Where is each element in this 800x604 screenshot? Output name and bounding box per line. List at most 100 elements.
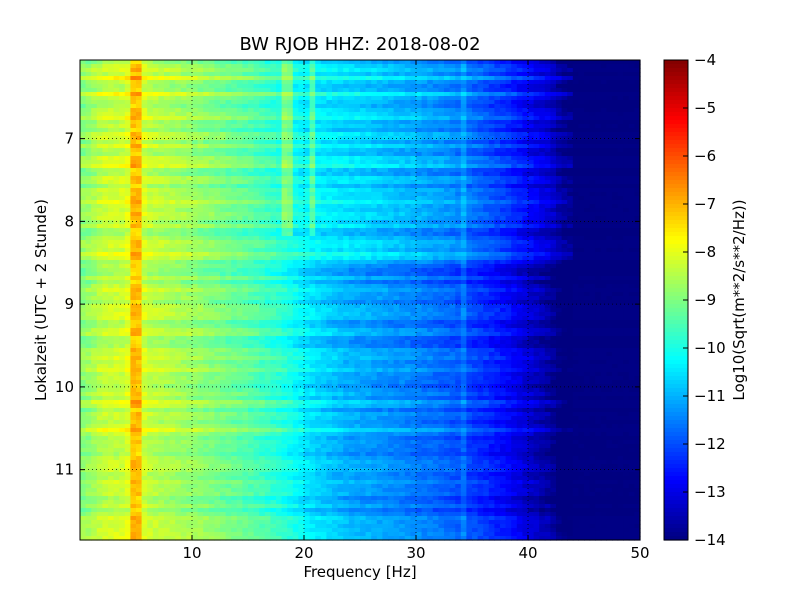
heatmap-cell — [326, 200, 333, 205]
heatmap-cell — [147, 116, 154, 121]
heatmap-cell — [533, 200, 540, 205]
heatmap-cell — [360, 224, 367, 229]
heatmap-cell — [617, 172, 624, 177]
heatmap-cell — [393, 152, 400, 157]
heatmap-cell — [186, 240, 193, 245]
heatmap-cell — [214, 180, 221, 185]
heatmap-cell — [449, 84, 456, 89]
heatmap-cell — [287, 240, 294, 245]
heatmap-cell — [337, 240, 344, 245]
heatmap-cell — [292, 188, 299, 193]
heatmap-cell — [85, 164, 92, 169]
heatmap-cell — [399, 188, 406, 193]
heatmap-cell — [584, 96, 591, 101]
heatmap-cell — [152, 108, 159, 113]
heatmap-cell — [253, 236, 260, 241]
heatmap-cell — [276, 88, 283, 93]
heatmap-cell — [152, 88, 159, 93]
heatmap-cell — [253, 176, 260, 181]
heatmap-cell — [460, 164, 467, 169]
heatmap-cell — [158, 256, 165, 261]
heatmap-cell — [337, 180, 344, 185]
heatmap-cell — [276, 208, 283, 213]
heatmap-cell — [292, 224, 299, 229]
heatmap-cell — [460, 144, 467, 149]
heatmap-cell — [326, 232, 333, 237]
heatmap-cell — [460, 156, 467, 161]
heatmap-cell — [220, 220, 227, 225]
heatmap-cell — [164, 216, 171, 221]
heatmap-cell — [197, 120, 204, 125]
heatmap-cell — [197, 88, 204, 93]
heatmap-cell — [108, 176, 115, 181]
heatmap-cell — [505, 80, 512, 85]
heatmap-cell — [371, 160, 378, 165]
heatmap-cell — [96, 228, 103, 233]
heatmap-cell — [169, 204, 176, 209]
heatmap-cell — [449, 120, 456, 125]
heatmap-cell — [208, 144, 215, 149]
heatmap-cell — [208, 172, 215, 177]
heatmap-cell — [589, 240, 596, 245]
heatmap-cell — [404, 196, 411, 201]
heatmap-cell — [544, 172, 551, 177]
heatmap-cell — [102, 232, 109, 237]
heatmap-cell — [399, 156, 406, 161]
heatmap-cell — [253, 116, 260, 121]
heatmap-cell — [477, 248, 484, 253]
heatmap-cell — [360, 104, 367, 109]
heatmap-cell — [292, 196, 299, 201]
heatmap-cell — [561, 152, 568, 157]
heatmap-cell — [556, 148, 563, 153]
heatmap-cell — [248, 200, 255, 205]
heatmap-cell — [500, 84, 507, 89]
heatmap-cell — [528, 252, 535, 257]
heatmap-cell — [175, 160, 182, 165]
heatmap-cell — [427, 208, 434, 213]
heatmap-cell — [365, 88, 372, 93]
heatmap-cell — [298, 248, 305, 253]
heatmap-cell — [460, 108, 467, 113]
heatmap-cell — [539, 148, 546, 153]
heatmap-cell — [147, 236, 154, 241]
heatmap-cell — [264, 116, 271, 121]
heatmap-cell — [376, 228, 383, 233]
heatmap-cell — [259, 124, 266, 129]
heatmap-cell — [505, 220, 512, 225]
heatmap-cell — [612, 72, 619, 77]
heatmap-cell — [136, 188, 143, 193]
heatmap-cell — [270, 116, 277, 121]
heatmap-cell — [360, 120, 367, 125]
heatmap-cell — [488, 216, 495, 221]
heatmap-cell — [348, 96, 355, 101]
heatmap-cell — [539, 100, 546, 105]
heatmap-cell — [449, 204, 456, 209]
heatmap-cell — [348, 100, 355, 105]
heatmap-cell — [85, 104, 92, 109]
heatmap-cell — [427, 200, 434, 205]
heatmap-cell — [292, 212, 299, 217]
heatmap-cell — [544, 72, 551, 77]
heatmap-cell — [432, 240, 439, 245]
heatmap-cell — [511, 184, 518, 189]
heatmap-cell — [197, 140, 204, 145]
heatmap-cell — [281, 208, 288, 213]
heatmap-cell — [399, 124, 406, 129]
heatmap-cell — [399, 228, 406, 233]
heatmap-cell — [516, 192, 523, 197]
heatmap-cell — [197, 60, 204, 65]
heatmap-cell — [595, 188, 602, 193]
heatmap-cell — [85, 112, 92, 117]
heatmap-cell — [376, 172, 383, 177]
heatmap-cell — [214, 128, 221, 133]
heatmap-cell — [326, 64, 333, 69]
heatmap-cell — [225, 152, 232, 157]
heatmap-cell — [276, 244, 283, 249]
heatmap-cell — [365, 240, 372, 245]
heatmap-cell — [337, 188, 344, 193]
heatmap-cell — [231, 84, 238, 89]
heatmap-cell — [449, 192, 456, 197]
heatmap-cell — [276, 248, 283, 253]
heatmap-cell — [164, 68, 171, 73]
heatmap-cell — [376, 204, 383, 209]
